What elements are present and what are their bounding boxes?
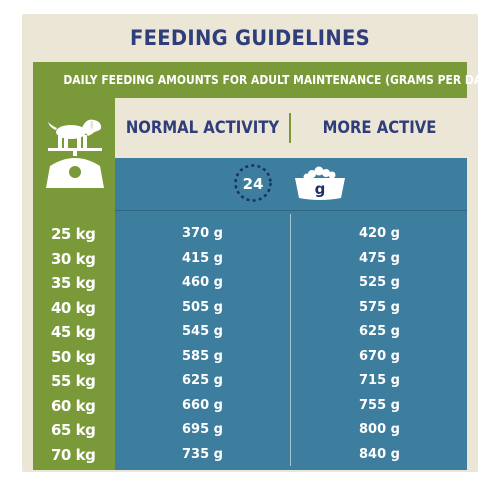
normal-activity-cell: 545 g [182,324,223,339]
normal-activity-cell: 625 g [182,373,223,388]
table-row: 25 kg 370 g 420 g [33,222,467,247]
normal-activity-cell: 370 g [182,226,223,241]
table-row: 65 kg 695 g 800 g [33,418,467,443]
more-active-cell: 575 g [359,299,400,315]
normal-activity-cell: 585 g [182,348,223,364]
more-active-cell: 475 g [359,250,400,266]
table-row: 40 kg 505 g 575 g [33,296,467,321]
more-active-cell: 840 g [359,446,400,462]
column-header-normal-activity: NORMAL ACTIVITY [125,118,280,137]
weight-cell: 25 kg [51,225,96,243]
column-divider [290,214,291,466]
more-active-cell: 420 g [359,226,400,241]
more-active-cell: 755 g [359,397,400,413]
weight-cell: 45 kg [51,323,96,341]
feeding-table: 25 kg 370 g 420 g 30 kg 415 g 475 g 35 kg 460 g… [33,222,467,467]
more-active-cell: 715 g [359,373,400,388]
more-active-cell: 625 g [359,324,400,339]
normal-activity-cell: 660 g [182,397,223,413]
table-row: 35 kg 460 g 525 g [33,271,467,296]
normal-activity-cell: 505 g [182,299,223,315]
weight-cell: 65 kg [51,421,96,439]
clock-24-label: 24 [243,175,264,193]
more-active-cell: 525 g [359,275,400,290]
normal-activity-cell: 695 g [182,422,223,437]
table-row: 45 kg 545 g 625 g [33,320,467,345]
normal-activity-cell: 415 g [182,250,223,266]
table-row: 55 kg 625 g 715 g [33,369,467,394]
weight-cell: 50 kg [51,347,96,366]
clock-24h-icon: 24 [234,164,272,202]
more-active-cell: 800 g [359,422,400,437]
column-header-bar [115,98,467,158]
icon-band-divider [115,210,467,211]
weight-cell: 40 kg [51,298,96,317]
normal-activity-cell: 460 g [182,275,223,290]
normal-activity-cell: 735 g [182,446,223,462]
column-header-more-active: MORE ACTIVE [322,118,437,137]
table-row: 30 kg 415 g 475 g [33,247,467,272]
weight-cell: 55 kg [51,372,96,390]
weight-cell: 60 kg [51,396,96,415]
table-subtitle: DAILY FEEDING AMOUNTS FOR ADULT MAINTENA… [63,72,494,87]
weight-cell: 30 kg [51,249,96,268]
food-bowl-icon: g [295,166,345,200]
weight-cell: 35 kg [51,274,96,292]
weight-cell: 70 kg [51,445,96,464]
table-row: 50 kg 585 g 670 g [33,345,467,370]
table-row: 60 kg 660 g 755 g [33,394,467,419]
header-divider [289,113,291,143]
bowl-g-label: g [315,180,326,198]
page-title: FEEDING GUIDELINES [130,26,370,50]
table-row: 70 kg 735 g 840 g [33,443,467,468]
more-active-cell: 670 g [359,348,400,364]
dog-on-scale-icon [46,119,104,188]
